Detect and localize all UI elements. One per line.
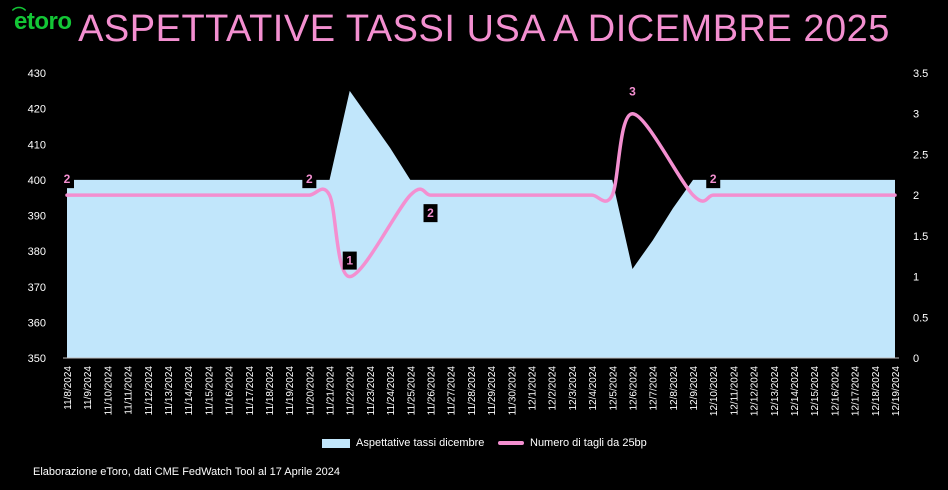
- x-tick-label: 12/3/2024: [568, 366, 579, 411]
- x-tick-label: 12/4/2024: [588, 366, 599, 411]
- x-tick-label: 12/13/2024: [770, 366, 781, 416]
- legend-line-swatch: [498, 441, 524, 445]
- x-tick-label: 11/24/2024: [386, 366, 397, 416]
- data-label: 2: [306, 172, 313, 186]
- x-tick-label: 12/14/2024: [790, 366, 801, 416]
- x-tick-label: 11/27/2024: [447, 366, 458, 416]
- x-tick-label: 11/19/2024: [285, 366, 296, 416]
- x-tick-label: 12/6/2024: [628, 366, 639, 411]
- x-tick-label: 12/2/2024: [548, 366, 559, 411]
- x-tick-label: 11/8/2024: [63, 366, 74, 410]
- line-series-cuts: [65, 111, 897, 279]
- x-tick-label: 12/5/2024: [608, 366, 619, 411]
- x-tick-label: 11/22/2024: [346, 366, 357, 416]
- x-tick-label: 11/29/2024: [487, 366, 498, 416]
- chart-canvas: 350 360 370 380 390 400 410 420 430 0 0.5 1 1.5 2 2.5 3…: [28, 68, 929, 416]
- y-left-tick-label: 390: [28, 211, 46, 223]
- y-right-tick-label: 0: [913, 353, 919, 365]
- source-note: Elaborazione eToro, dati CME FedWatch To…: [33, 466, 340, 478]
- y-left-tick-label: 410: [28, 139, 46, 151]
- data-label: 2: [427, 206, 434, 220]
- data-label: 3: [629, 85, 636, 99]
- legend-area-label: Aspettative tassi dicembre: [356, 437, 485, 449]
- y-left-tick-label: 430: [28, 68, 46, 80]
- legend-item-line: Numero di tagli da 25bp: [498, 437, 647, 449]
- y-left-tick-label: 420: [28, 104, 46, 116]
- x-tick-label: 12/1/2024: [527, 366, 538, 411]
- x-tick-label: 11/20/2024: [305, 366, 316, 416]
- data-label-box: [302, 170, 317, 189]
- data-label: 1: [346, 254, 353, 268]
- data-label: 2: [710, 172, 717, 186]
- data-label-box: [60, 170, 74, 189]
- etoro-logo: ⌒ etoro: [12, 6, 72, 36]
- x-tick-label: 12/16/2024: [830, 366, 841, 416]
- data-label: 2: [64, 172, 71, 186]
- x-tick-label: 12/15/2024: [810, 366, 821, 416]
- legend-area-swatch: [322, 438, 350, 448]
- x-tick-label: 11/17/2024: [245, 366, 256, 416]
- y-right-tick-label: 3: [913, 109, 919, 121]
- x-tick-label: 11/10/2024: [103, 366, 114, 416]
- y-right-tick-label: 1.5: [913, 231, 928, 243]
- y-left-tick-label: 380: [28, 246, 46, 258]
- y-right-tick-label: 0.5: [913, 312, 928, 324]
- x-tick-label: 11/28/2024: [467, 366, 478, 416]
- x-tick-label: 11/11/2024: [124, 366, 135, 415]
- x-tick-label: 11/25/2024: [406, 366, 417, 416]
- data-label-box: [625, 82, 640, 101]
- y-right-tick-label: 3.5: [913, 68, 928, 80]
- area-series-fill: [67, 90, 895, 358]
- x-tick-label: 12/10/2024: [709, 366, 720, 416]
- x-tick-label: 11/30/2024: [507, 366, 518, 416]
- chart-title: ASPETTATIVE TASSI USA A DICEMBRE 2025: [78, 8, 890, 50]
- x-tick-label: 11/9/2024: [83, 366, 94, 410]
- x-tick-label: 11/15/2024: [204, 366, 215, 416]
- x-tick-label: 12/11/2024: [729, 366, 740, 416]
- y-left-tick-label: 350: [28, 353, 46, 365]
- x-tick-label: 11/26/2024: [427, 366, 438, 416]
- x-tick-label: 12/18/2024: [871, 366, 882, 416]
- x-tick-label: 12/7/2024: [649, 366, 660, 411]
- y-left-tick-label: 400: [28, 175, 46, 187]
- y-right-tick-label: 1: [913, 272, 919, 284]
- x-tick-label: 11/18/2024: [265, 366, 276, 416]
- x-tick-label: 12/8/2024: [669, 366, 680, 411]
- logo-text: etoro: [14, 8, 72, 35]
- legend-item-area: Aspettative tassi dicembre: [322, 437, 484, 449]
- legend-line-label: Numero di tagli da 25bp: [530, 437, 647, 449]
- y-right-tick-label: 2.5: [913, 149, 928, 161]
- x-tick-label: 11/12/2024: [144, 366, 155, 416]
- x-tick-label: 11/14/2024: [184, 366, 195, 416]
- x-tick-label: 12/17/2024: [851, 366, 862, 416]
- data-label-box: [423, 204, 438, 223]
- x-tick-label: 12/12/2024: [750, 366, 761, 416]
- logo-swoosh-icon: ⌒: [12, 6, 26, 22]
- x-tick-label: 11/23/2024: [366, 366, 377, 416]
- y-left-tick-label: 370: [28, 282, 46, 294]
- x-tick-label: 12/19/2024: [891, 366, 902, 416]
- data-label-box: [342, 251, 357, 270]
- y-left-tick-label: 360: [28, 317, 46, 329]
- x-tick-label: 11/16/2024: [225, 366, 236, 416]
- x-tick-label: 11/21/2024: [326, 366, 337, 416]
- x-tick-label: 11/13/2024: [164, 366, 175, 416]
- x-tick-label: 12/9/2024: [689, 366, 700, 411]
- data-label-box: [706, 170, 721, 189]
- y-right-tick-label: 2: [913, 190, 919, 202]
